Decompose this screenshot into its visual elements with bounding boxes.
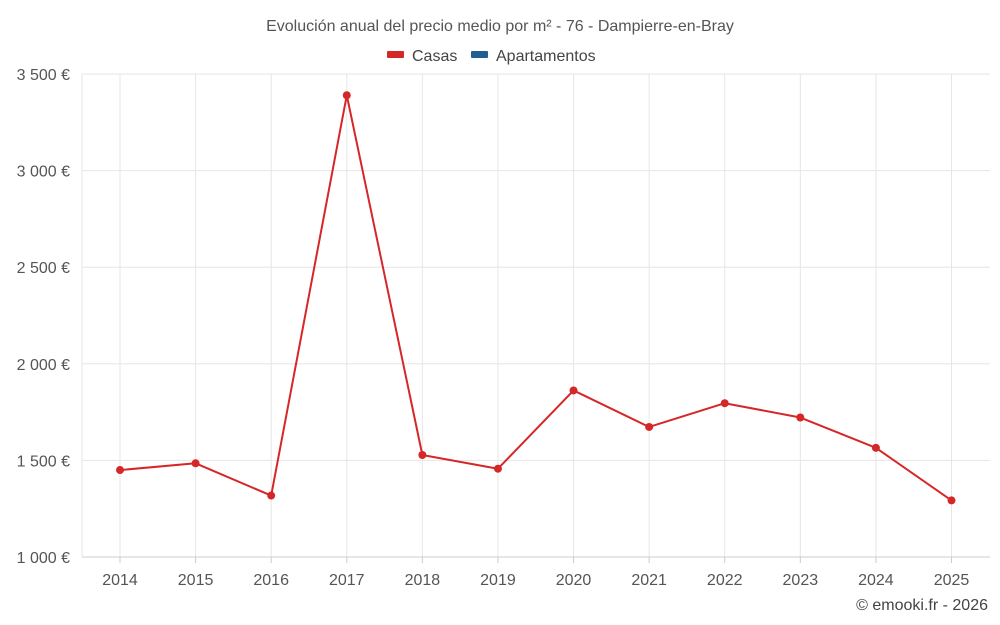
data-point-casas[interactable] [267,491,276,500]
data-point-casas[interactable] [191,459,200,468]
legend-swatch-casas [387,51,404,58]
x-tick-label: 2021 [631,572,667,589]
x-axis-tick-labels: 2014 2015 2016 2017 2018 2019 2020 2021 2022 2023… [102,572,969,589]
data-point-casas[interactable] [645,422,654,431]
axes [82,556,990,563]
legend: Casas Apartamentos [387,48,596,65]
legend-label-apartamentos: Apartamentos [496,48,596,65]
legend-item-casas[interactable]: Casas [387,48,457,65]
data-point-casas[interactable] [796,413,805,422]
x-tick-label: 2019 [480,572,516,589]
x-tick-label: 2023 [783,572,819,589]
data-point-casas[interactable] [569,386,578,395]
x-tick-label: 2022 [707,572,743,589]
x-tick-label: 2017 [329,572,365,589]
x-tick-label: 2015 [178,572,214,589]
data-point-casas[interactable] [116,466,124,475]
data-point-casas[interactable] [871,443,880,452]
grid [81,73,990,557]
data-point-casas[interactable] [418,450,427,459]
y-tick-label: 3 000 € [17,164,70,181]
legend-swatch-apartamentos [471,51,488,58]
x-tick-label: 2020 [556,572,592,589]
x-tick-label: 2024 [858,572,894,589]
x-tick-label: 2025 [934,572,970,589]
legend-item-apartamentos[interactable]: Apartamentos [471,48,596,65]
y-axis-tick-labels: 1 000 € 1 500 € 2 000 € 2 500 € 3 000 € 3 500… [17,67,70,567]
legend-label-casas: Casas [412,48,457,65]
y-tick-label: 3 500 € [17,67,70,84]
data-point-casas[interactable] [342,91,351,100]
y-tick-label: 1 000 € [17,550,70,567]
x-tick-label: 2014 [102,572,138,589]
chart-title: Evolución anual del precio medio por m² … [266,18,734,35]
data-point-casas[interactable] [947,496,956,505]
x-tick-label: 2018 [405,572,441,589]
series-casas [116,91,956,505]
series-line-casas [119,94,953,502]
y-tick-label: 2 500 € [17,260,70,277]
data-point-casas[interactable] [493,464,502,473]
credit-text: © emooki.fr - 2026 [856,597,988,614]
y-tick-label: 2 000 € [17,357,70,374]
y-tick-label: 1 500 € [17,453,70,470]
x-tick-label: 2016 [253,572,289,589]
data-point-casas[interactable] [720,399,729,408]
